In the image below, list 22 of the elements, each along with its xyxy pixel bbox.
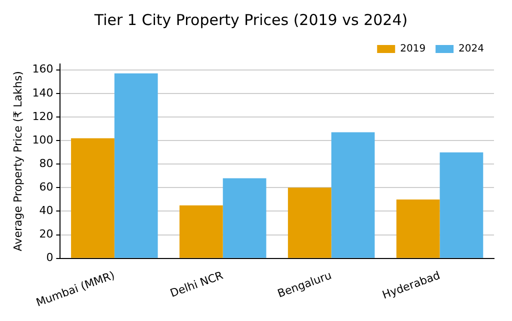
y-axis-title: Average Property Price (₹ Lakhs) [11, 71, 24, 252]
chart-title: Tier 1 City Property Prices (2019 vs 2024) [93, 10, 408, 29]
y-tick-label: 0 [46, 251, 54, 264]
x-tick-label: Delhi NCR [168, 268, 226, 300]
y-tick-label: 20 [39, 228, 54, 241]
bar [114, 73, 158, 258]
bar [396, 199, 440, 258]
y-tick-label: 40 [39, 204, 54, 218]
bar [71, 138, 114, 258]
legend-label: 2024 [458, 44, 484, 55]
y-tick-label: 160 [32, 62, 54, 76]
bar [440, 152, 484, 258]
y-tick-label: 100 [32, 133, 54, 146]
y-tick-label: 120 [32, 110, 54, 123]
y-tick-label: 60 [39, 180, 54, 194]
bar [331, 132, 375, 258]
bar [288, 188, 332, 258]
bar [179, 205, 223, 258]
y-tick-label: 140 [32, 86, 54, 100]
legend-label: 2019 [400, 44, 426, 55]
bar [222, 178, 266, 258]
y-tick-label: 80 [39, 156, 54, 170]
